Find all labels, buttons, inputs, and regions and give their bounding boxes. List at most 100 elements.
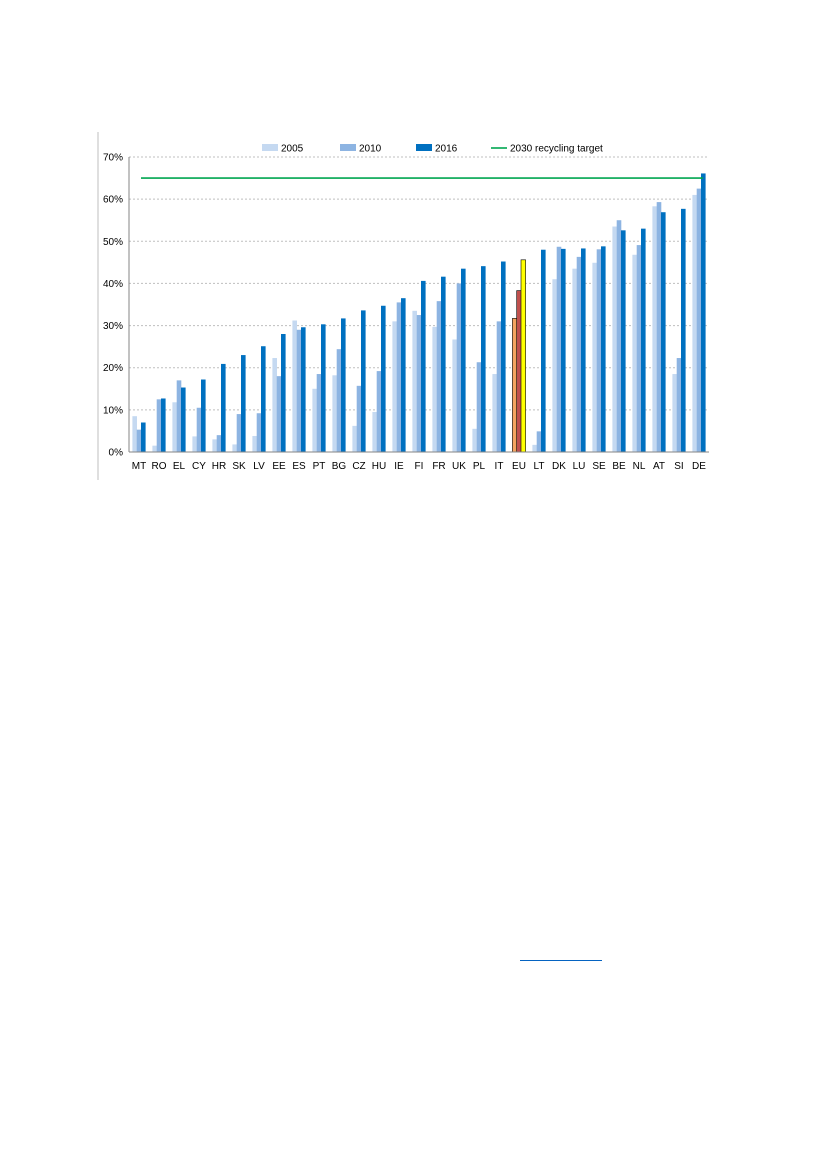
x-tick-label: SK	[232, 461, 246, 472]
bar-2016-se	[601, 246, 606, 452]
bar-2016-fi	[421, 280, 426, 452]
legend-swatch-2016	[416, 144, 432, 151]
bar-2010-fr	[436, 301, 442, 452]
x-tick-label: LV	[253, 461, 265, 472]
legend-label: 2010	[359, 144, 382, 155]
bar-2016-at	[661, 212, 666, 452]
x-tick-label: IT	[495, 461, 504, 472]
bar-2005-pl	[472, 428, 477, 452]
bar-2016-bg	[341, 318, 346, 452]
x-tick-label: NL	[633, 461, 646, 472]
bar-2016-lu	[581, 248, 586, 452]
bar-2010-hr	[216, 435, 222, 452]
bar-2010-ee	[276, 376, 282, 452]
bar-2016-dk	[561, 248, 566, 452]
legend: 2005 2010 2016 2030 recycling target	[262, 144, 603, 155]
x-tick-label: RO	[152, 461, 167, 472]
bar-2016-ro	[161, 398, 166, 452]
bar-2005-at	[652, 206, 657, 452]
y-tick-label: 60%	[103, 195, 123, 206]
bar-2005-ie	[392, 321, 397, 452]
bar-2005-si	[672, 374, 677, 452]
x-tick-label: DK	[552, 461, 566, 472]
bar-2005-el	[172, 402, 177, 452]
bar-2005-cy	[192, 436, 197, 452]
bar-2016-hr	[221, 363, 226, 452]
legend-label: 2016	[435, 144, 458, 155]
bar-2010-lv	[256, 413, 262, 452]
bar-2016-pt	[321, 324, 326, 452]
x-tick-label: DE	[692, 461, 706, 472]
x-tick-label: ES	[292, 461, 306, 472]
bar-2005-sk	[232, 444, 237, 452]
bar-2016-be	[621, 230, 626, 452]
bar-2016-lt	[541, 249, 546, 452]
y-tick-label: 10%	[103, 405, 123, 416]
bar-2005-nl	[632, 254, 637, 452]
bar-2010-el	[176, 380, 182, 452]
axes: 0% 10% 20% 30% 40% 50% 60% 70% MT RO EL CY HR SK LV EE E…	[97, 132, 709, 480]
bar-2016-sk	[241, 355, 246, 452]
x-tick-label: SE	[592, 461, 606, 472]
bar-2005-bg	[332, 375, 337, 452]
x-tick-label: PT	[313, 461, 326, 472]
bar-2016-cz	[361, 310, 366, 452]
bar-2010-mt	[136, 429, 142, 452]
bar-2016-eu	[520, 259, 526, 453]
bar-2005-ro	[152, 445, 157, 452]
bar-2016-uk	[461, 268, 466, 452]
x-tick-label: HR	[212, 461, 226, 472]
x-tick-label: LU	[573, 461, 586, 472]
x-tick-label: BG	[332, 461, 347, 472]
bar-2005-it	[492, 374, 497, 452]
x-tick-label: LT	[534, 461, 545, 472]
bar-2010-cy	[196, 407, 202, 452]
y-tick-label: 20%	[103, 363, 123, 374]
bar-2005-dk	[552, 279, 557, 452]
legend-label: 2030 recycling target	[510, 144, 603, 155]
y-tick-label: 40%	[103, 279, 123, 290]
legend-label: 2005	[281, 144, 304, 155]
bar-2016-it	[501, 261, 506, 452]
bar-2010-fi	[416, 315, 422, 452]
y-tick-label: 0%	[109, 448, 124, 459]
bar-2005-se	[592, 262, 597, 452]
x-tick-label: EL	[173, 461, 186, 472]
x-tick-label: EE	[272, 461, 286, 472]
bar-2010-es	[296, 329, 302, 452]
x-tick-label: BE	[612, 461, 626, 472]
legend-swatch-2005	[262, 144, 278, 151]
x-tick-label: HU	[372, 461, 386, 472]
chart-container: 0% 10% 20% 30% 40% 50% 60% 70% MT RO EL CY HR SK LV EE E…	[0, 0, 827, 500]
bar-2005-cz	[352, 425, 357, 452]
bar-2005-pt	[312, 388, 317, 452]
bar-2016-lv	[261, 346, 266, 452]
bar-2005-fi	[412, 310, 417, 452]
bar-2010-lu	[576, 256, 582, 452]
municipal-waste-recycling-chart: 0% 10% 20% 30% 40% 50% 60% 70% MT RO EL CY HR SK LV EE E…	[97, 132, 709, 480]
bar-2010-at	[656, 202, 662, 452]
bar-2005-mt	[132, 416, 137, 452]
bar-2010-de	[696, 188, 702, 452]
bar-2005-eu	[512, 318, 518, 453]
bar-2005-hu	[372, 411, 377, 452]
x-tick-label: MT	[132, 461, 146, 472]
bar-2005-be	[612, 226, 617, 452]
bar-2010-se	[596, 249, 602, 452]
bar-2010-sk	[236, 414, 242, 452]
bar-2010-cz	[356, 385, 362, 452]
footnote-link[interactable]	[520, 948, 602, 961]
x-tick-label: IE	[394, 461, 404, 472]
bar-2010-lt	[536, 431, 542, 452]
bar-2005-hr	[212, 439, 217, 452]
x-tick-label: FI	[415, 461, 424, 472]
bar-2010-it	[496, 321, 502, 452]
bar-2010-be	[616, 220, 622, 452]
bar-2016-nl	[641, 228, 646, 452]
bar-2010-uk	[456, 283, 462, 452]
bar-2010-eu	[516, 290, 522, 453]
bar-2010-hu	[376, 371, 382, 452]
x-tick-label: EU	[512, 461, 526, 472]
bar-2005-es	[292, 320, 297, 452]
x-tick-label: FR	[432, 461, 445, 472]
